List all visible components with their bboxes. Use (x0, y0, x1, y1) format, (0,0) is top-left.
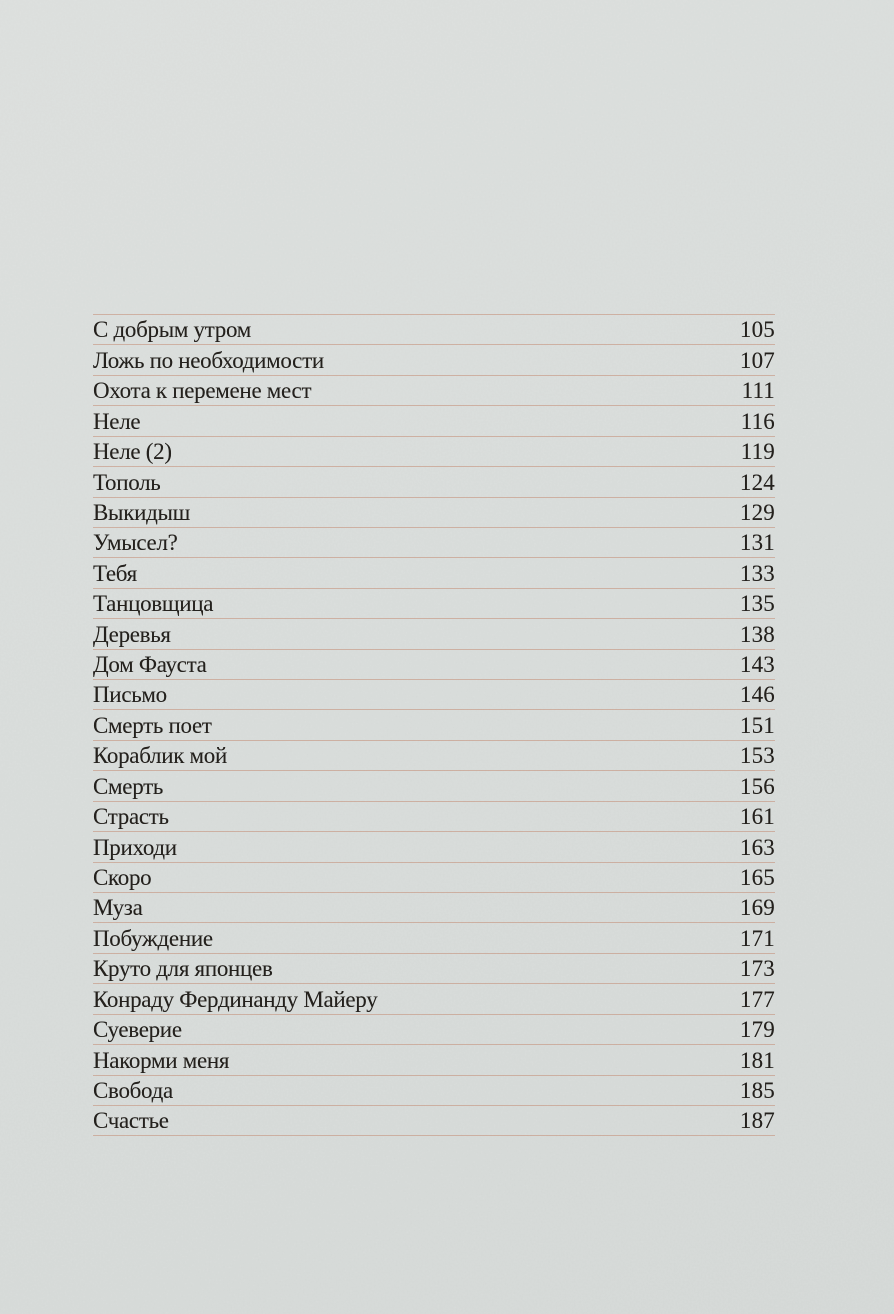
toc-entry-title: Неле (2) (93, 439, 172, 465)
toc-entry-page: 163 (739, 834, 775, 860)
toc-row: Накорми меня 181 (93, 1045, 775, 1076)
toc-entry-title: Конраду Фердинанду Майеру (93, 986, 378, 1012)
toc-entry-title: Побуждение (93, 925, 213, 951)
toc-entry-page: 177 (739, 986, 775, 1012)
toc-entry-page: 151 (739, 712, 775, 738)
toc-entry-title: Неле (93, 408, 141, 434)
toc-entry-title: Свобода (93, 1077, 173, 1103)
toc-row: Скоро 165 (93, 863, 775, 894)
table-of-contents: С добрым утром 105 Ложь по необходимости… (93, 314, 775, 1137)
toc-entry-page: 107 (739, 347, 775, 373)
toc-entry-page: 105 (739, 317, 775, 343)
toc-row: Тебя 133 (93, 558, 775, 589)
toc-row: Муза 169 (93, 893, 775, 924)
toc-row: Ложь по необходимости 107 (93, 345, 775, 376)
toc-entry-title: Тебя (93, 560, 137, 586)
toc-entry-page: 161 (739, 804, 775, 830)
toc-row: С добрым утром 105 (93, 315, 775, 346)
toc-entry-page: 187 (739, 1108, 775, 1134)
toc-entry-page: 173 (739, 956, 775, 982)
toc-entry-title: Муза (93, 895, 143, 921)
toc-row: Письмо 146 (93, 680, 775, 711)
toc-row: Неле 116 (93, 406, 775, 437)
toc-entry-page: 124 (739, 469, 775, 495)
toc-entry-page: 153 (739, 743, 775, 769)
toc-row: Деревья 138 (93, 619, 775, 650)
toc-entry-title: Умысел? (93, 530, 178, 556)
toc-entry-page: 119 (740, 439, 775, 465)
toc-row: Смерть 156 (93, 771, 775, 802)
toc-entry-page: 146 (739, 682, 775, 708)
toc-entry-page: 181 (739, 1047, 775, 1073)
toc-entry-title: Письмо (93, 682, 167, 708)
toc-entry-page: 133 (739, 560, 775, 586)
toc-entry-title: Выкидыш (93, 499, 191, 525)
toc-entry-title: Страсть (93, 804, 169, 830)
toc-row: Выкидыш 129 (93, 498, 775, 528)
toc-entry-page: 111 (741, 378, 775, 404)
toc-entry-page: 135 (739, 591, 775, 617)
toc-entry-page: 143 (739, 652, 775, 678)
toc-entry-title: Круто для японцев (93, 956, 273, 982)
toc-entry-title: Приходи (93, 834, 177, 860)
toc-entry-title: Накорми меня (93, 1047, 230, 1073)
toc-entry-title: С добрым утром (93, 317, 252, 343)
toc-entry-page: 171 (739, 925, 775, 951)
toc-row: Тополь 124 (93, 467, 775, 498)
toc-row: Конраду Фердинанду Майеру 177 (93, 984, 775, 1015)
toc-entry-page: 131 (739, 530, 775, 556)
toc-entry-title: Смерть поет (93, 712, 212, 738)
toc-entry-page: 138 (739, 621, 775, 647)
toc-row: Кораблик мой 153 (93, 741, 775, 772)
toc-entry-title: Охота к перемене мест (93, 378, 312, 404)
toc-entry-title: Дом Фауста (93, 652, 207, 678)
toc-row: Неле (2) 119 (93, 437, 775, 468)
toc-row: Охота к перемене мест 111 (93, 376, 775, 407)
toc-entry-page: 179 (739, 1017, 775, 1043)
toc-entry-title: Счастье (93, 1108, 169, 1134)
toc-entry-page: 165 (739, 865, 775, 891)
toc-entry-page: 116 (740, 408, 775, 434)
toc-row: Умысел? 131 (93, 528, 775, 559)
toc-entry-title: Скоро (93, 865, 152, 891)
toc-entry-page: 129 (739, 499, 775, 525)
toc-entry-page: 156 (739, 773, 775, 799)
toc-row: Страсть 161 (93, 802, 775, 833)
toc-row: Приходи 163 (93, 832, 775, 863)
toc-entry-title: Тополь (93, 469, 161, 495)
toc-entry-title: Ложь по необходимости (93, 347, 324, 373)
toc-entry-title: Суеверие (93, 1017, 182, 1043)
toc-row: Побуждение 171 (93, 923, 775, 954)
toc-row: Суеверие 179 (93, 1015, 775, 1046)
toc-row: Смерть поет 151 (93, 710, 775, 741)
toc-row: Танцовщица 135 (93, 589, 775, 620)
toc-row: Дом Фауста 143 (93, 650, 775, 681)
toc-entry-page: 185 (739, 1077, 775, 1103)
toc-row: Свобода 185 (93, 1076, 775, 1106)
toc-entry-title: Деревья (93, 621, 171, 647)
toc-row: Счастье 187 (93, 1106, 775, 1137)
toc-entry-title: Смерть (93, 773, 164, 799)
toc-entry-title: Танцовщица (93, 591, 214, 617)
toc-entry-page: 169 (739, 895, 775, 921)
toc-entry-title: Кораблик мой (93, 743, 228, 769)
toc-row: Круто для японцев 173 (93, 954, 775, 985)
